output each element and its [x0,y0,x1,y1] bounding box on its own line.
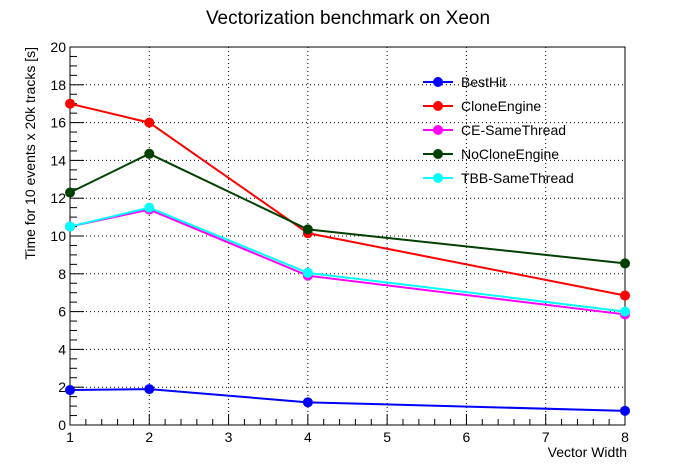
legend-swatch-marker [433,173,443,183]
legend-swatch-marker [433,125,443,135]
x-axis-title: Vector Width [548,444,627,460]
legend-swatch-marker [433,77,443,87]
series-layer [65,98,630,416]
series-line-tbb-samethread [69,206,626,313]
y-tick-label: 14 [50,152,66,168]
data-point-tbb-samethread [144,202,155,213]
data-point-besthit [144,384,155,395]
legend-swatch-marker [433,149,443,159]
x-tick-label: 2 [145,429,153,445]
data-point-cloneengine [144,117,155,128]
legend-label: CloneEngine [461,98,541,114]
legend-label: CE-SameThread [461,122,566,138]
data-point-nocloneengine [620,258,630,269]
series-line-cloneengine [69,102,626,297]
x-tick-label: 6 [463,429,471,445]
y-tick-label: 16 [50,115,66,131]
data-point-nocloneengine [144,148,155,159]
legend-item-tbb-samethread: TBB-SameThread [423,170,574,186]
legend-label: NoCloneEngine [461,146,559,162]
legend-item-nocloneengine: NoCloneEngine [423,146,559,162]
x-tick-label: 3 [225,429,233,445]
legend-item-ce-samethread: CE-SameThread [423,122,566,138]
x-tick-label: 4 [304,429,312,445]
x-tick-label: 1 [66,429,74,445]
y-tick-label: 2 [58,379,66,395]
y-tick-label: 10 [50,228,66,244]
x-tick-label: 8 [621,429,629,445]
y-tick-label: 8 [58,266,66,282]
legend-label: BestHit [461,74,506,90]
data-point-nocloneengine [302,224,313,235]
data-point-tbb-samethread [65,221,75,232]
series-tbb-samethread [65,202,630,317]
data-point-tbb-samethread [302,267,313,278]
legend-item-besthit: BestHit [423,74,506,90]
y-tick-label: 12 [50,190,66,206]
legend-item-cloneengine: CloneEngine [423,98,541,114]
legend: BestHit CloneEngine CE-SameThread NoCloneEn… [423,74,574,186]
y-axis-title: Time for 10 events x 20k tracks [s] [22,47,38,260]
grid-layer [70,47,625,425]
y-tick-label: 18 [50,77,66,93]
x-tick-label: 7 [542,429,550,445]
legend-label: TBB-SameThread [461,170,574,186]
data-point-besthit [65,385,75,396]
data-point-besthit [302,397,313,408]
y-tick-label: 6 [58,304,66,320]
data-point-cloneengine [620,290,630,301]
series-besthit [65,384,630,416]
y-tick-label: 4 [58,341,66,357]
series-line-ce-samethread [69,208,626,316]
series-line-nocloneengine [69,152,626,265]
y-tick-label: 0 [58,417,66,433]
x-tick-label: 5 [383,429,391,445]
data-point-nocloneengine [65,187,75,198]
series-nocloneengine [65,148,630,269]
chart-title: Vectorization benchmark on Xeon [206,8,490,29]
plot-frame [69,46,626,426]
data-point-tbb-samethread [620,306,630,317]
legend-swatch-marker [433,101,443,111]
y-tick-label: 20 [50,39,66,55]
data-point-besthit [620,405,630,416]
data-point-cloneengine [65,98,75,109]
series-line-besthit [69,388,626,412]
